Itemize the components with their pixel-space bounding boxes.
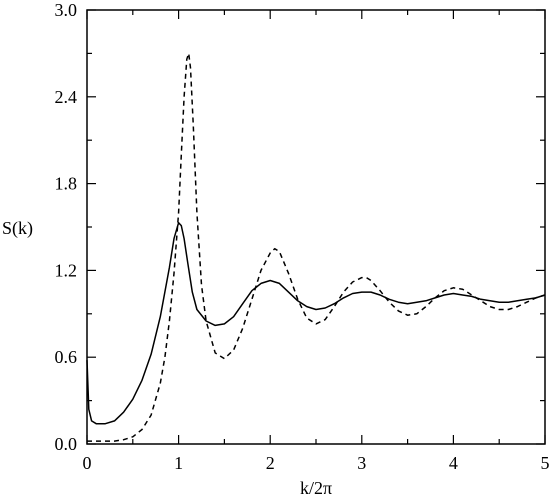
plot-frame	[86, 9, 546, 445]
y-tick-label: 0.6	[55, 347, 78, 367]
x-tick-label: 5	[541, 453, 550, 473]
series-layer	[86, 52, 546, 442]
x-tick-label: 3	[357, 453, 366, 473]
x-axis-title: k/2π	[300, 478, 332, 498]
y-tick-label: 1.8	[55, 174, 78, 194]
dashed-series-line	[87, 52, 546, 442]
y-axis-title: S(k)	[2, 218, 33, 239]
tick-labels-layer: 0 1 2 3 4 5 0.0 0.6 1.2 1.8 2.4 3.0	[55, 0, 550, 473]
x-tick-label: 2	[266, 453, 275, 473]
solid-series-line	[86, 221, 546, 425]
x-tick-label: 0	[83, 453, 92, 473]
x-tick-label: 1	[174, 453, 183, 473]
y-tick-label: 3.0	[55, 0, 78, 20]
x-tick-label: 4	[449, 453, 458, 473]
y-tick-label: 0.0	[55, 434, 78, 454]
y-tick-label: 2.4	[55, 87, 78, 107]
y-tick-label: 1.2	[55, 260, 78, 280]
